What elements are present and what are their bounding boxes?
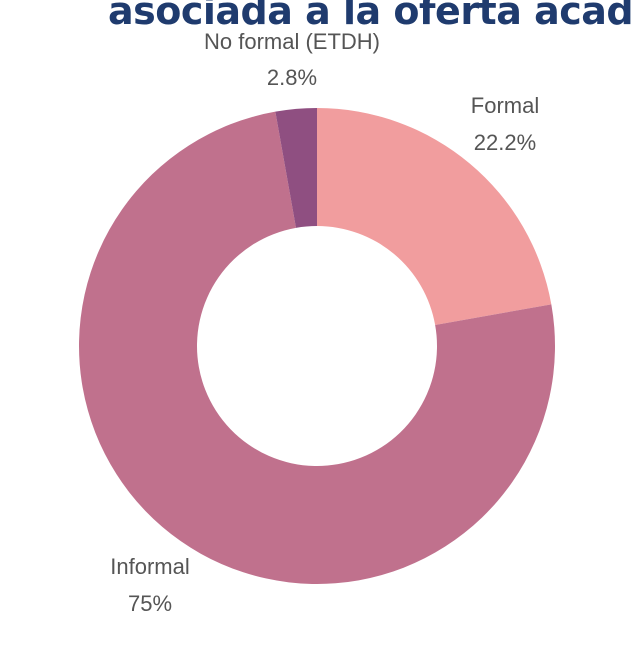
slice-label-informal: Informal xyxy=(110,554,189,579)
slice-value-no-formal: 2.8% xyxy=(267,65,317,90)
slice-no-formal xyxy=(275,108,317,228)
slice-value-formal: 22.2% xyxy=(474,130,536,155)
slice-informal xyxy=(78,111,555,584)
chart-title: asociada a la oferta académ xyxy=(108,0,631,33)
slice-label-no-formal: No formal (ETDH) xyxy=(204,29,380,54)
slice-value-informal: 75% xyxy=(128,591,172,616)
slice-formal xyxy=(317,108,552,325)
slice-label-formal: Formal xyxy=(471,93,539,118)
